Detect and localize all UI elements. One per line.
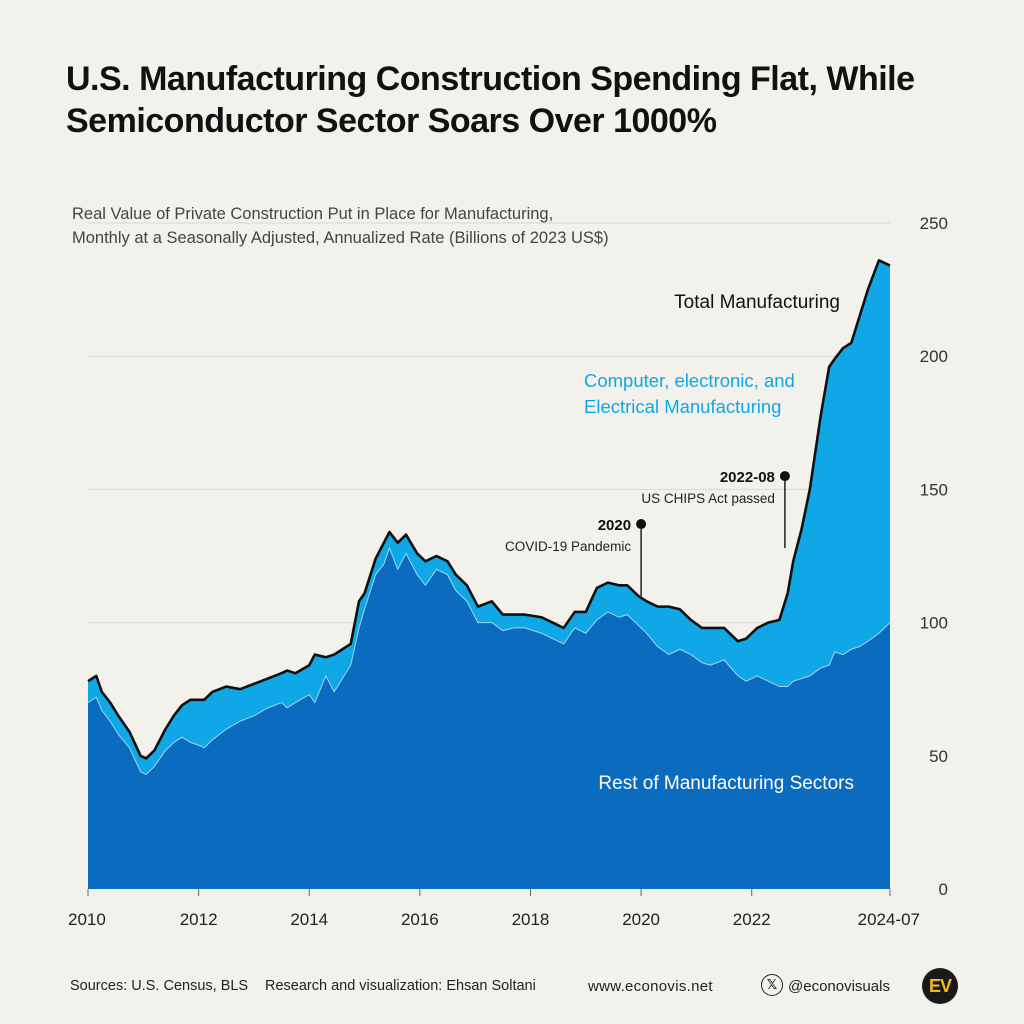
x-tick-label-2022: 2022 [733,910,771,929]
x-tick-label-2012: 2012 [180,910,218,929]
x-tick-label-2018: 2018 [512,910,550,929]
y-tick-label-0: 0 [939,880,948,899]
y-tick-label-200: 200 [920,347,948,366]
annotation-text-0: COVID-19 Pandemic [505,539,631,554]
x-tick-label-2014: 2014 [290,910,328,929]
annotation-text-1: US CHIPS Act passed [641,491,775,506]
subtitle-line-1: Real Value of Private Construction Put i… [72,205,554,223]
label-rest-of-manufacturing: Rest of Manufacturing Sectors [598,773,854,794]
annotation-marker-0 [636,519,647,530]
subtitle-line-2: Monthly at a Seasonally Adjusted, Annual… [72,229,609,247]
label-total-manufacturing: Total Manufacturing [674,292,840,313]
label-computer-line-1: Computer, electronic, and [584,370,795,391]
x-tick-label-2024-07: 2024-07 [858,910,920,929]
annotation-date-1: 2022-08 [720,469,775,486]
x-tick-label-2020: 2020 [622,910,660,929]
y-tick-label-100: 100 [920,614,948,633]
x-tick-label-2016: 2016 [401,910,439,929]
annotation-date-0: 2020 [598,517,631,534]
annotation-marker-1 [779,471,790,482]
chart-subtitle: Real Value of Private Construction Put i… [72,202,712,250]
chart-title: U.S. Manufacturing Construction Spending… [66,60,915,140]
series-line-total-manufacturing [87,258,891,760]
y-tick-label-150: 150 [920,480,948,499]
series-area-computer-electronic [88,260,890,775]
label-computer-line-2: Electrical Manufacturing [584,396,781,417]
series-boundary-line [87,546,891,776]
series-area-rest-of-manufacturing [88,548,890,889]
y-tick-label-50: 50 [929,747,948,766]
y-tick-label-250: 250 [920,214,948,233]
x-tick-label-2010: 2010 [68,910,106,929]
